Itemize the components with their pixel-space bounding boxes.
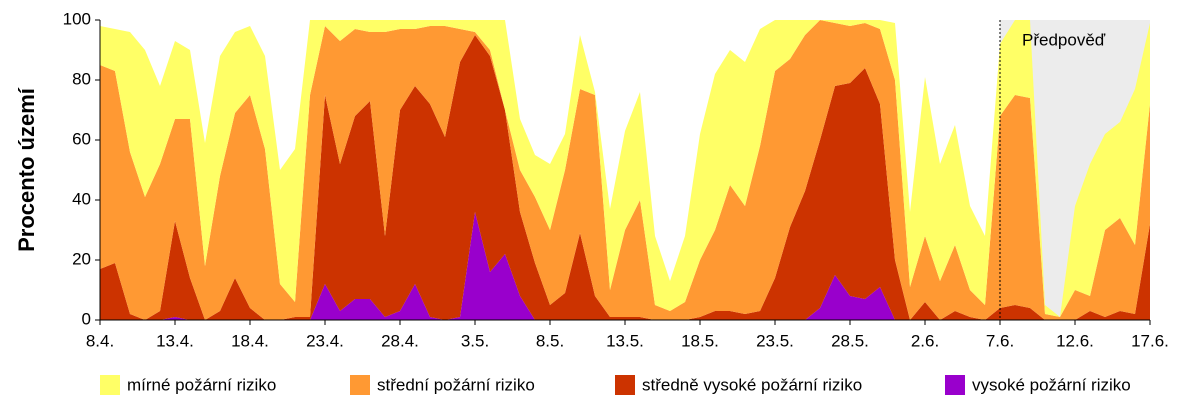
x-tick-label: 7.6. xyxy=(986,331,1014,350)
y-tick-label: 40 xyxy=(72,189,91,208)
x-tick-label: 28.4. xyxy=(381,331,419,350)
annotation: Předpověď xyxy=(1022,30,1106,49)
x-tick-label: 18.5. xyxy=(681,331,719,350)
y-tick-label: 100 xyxy=(63,9,91,28)
y-tick-label: 20 xyxy=(72,249,91,268)
area xyxy=(100,20,1150,317)
legend-swatch xyxy=(945,375,965,395)
y-axis-label: Procento území xyxy=(14,87,39,252)
area xyxy=(100,20,1150,320)
x-tick-label: 13.5. xyxy=(606,331,644,350)
x-tick-label: 3.5. xyxy=(461,331,489,350)
x-tick-label: 8.5. xyxy=(536,331,564,350)
legend-label: mírné požární riziko xyxy=(127,375,276,394)
x-tick-label: 13.4. xyxy=(156,331,194,350)
area xyxy=(100,35,1150,320)
y-tick-label: 80 xyxy=(72,69,91,88)
y-tick-label: 0 xyxy=(82,309,91,328)
legend-swatch xyxy=(350,375,370,395)
legend-label: střední požární riziko xyxy=(377,375,535,394)
x-tick-label: 17.6. xyxy=(1131,331,1169,350)
x-tick-label: 18.4. xyxy=(231,331,269,350)
x-tick-label: 2.6. xyxy=(911,331,939,350)
y-tick-label: 60 xyxy=(72,129,91,148)
legend-swatch xyxy=(615,375,635,395)
x-tick-label: 28.5. xyxy=(831,331,869,350)
x-tick-label: 12.6. xyxy=(1056,331,1094,350)
legend-label: vysoké požární riziko xyxy=(972,375,1131,394)
legend-label: středně vysoké požární riziko xyxy=(642,375,862,394)
x-tick-label: 8.4. xyxy=(86,331,114,350)
x-tick-label: 23.4. xyxy=(306,331,344,350)
x-tick-label: 23.5. xyxy=(756,331,794,350)
legend-swatch xyxy=(100,375,120,395)
